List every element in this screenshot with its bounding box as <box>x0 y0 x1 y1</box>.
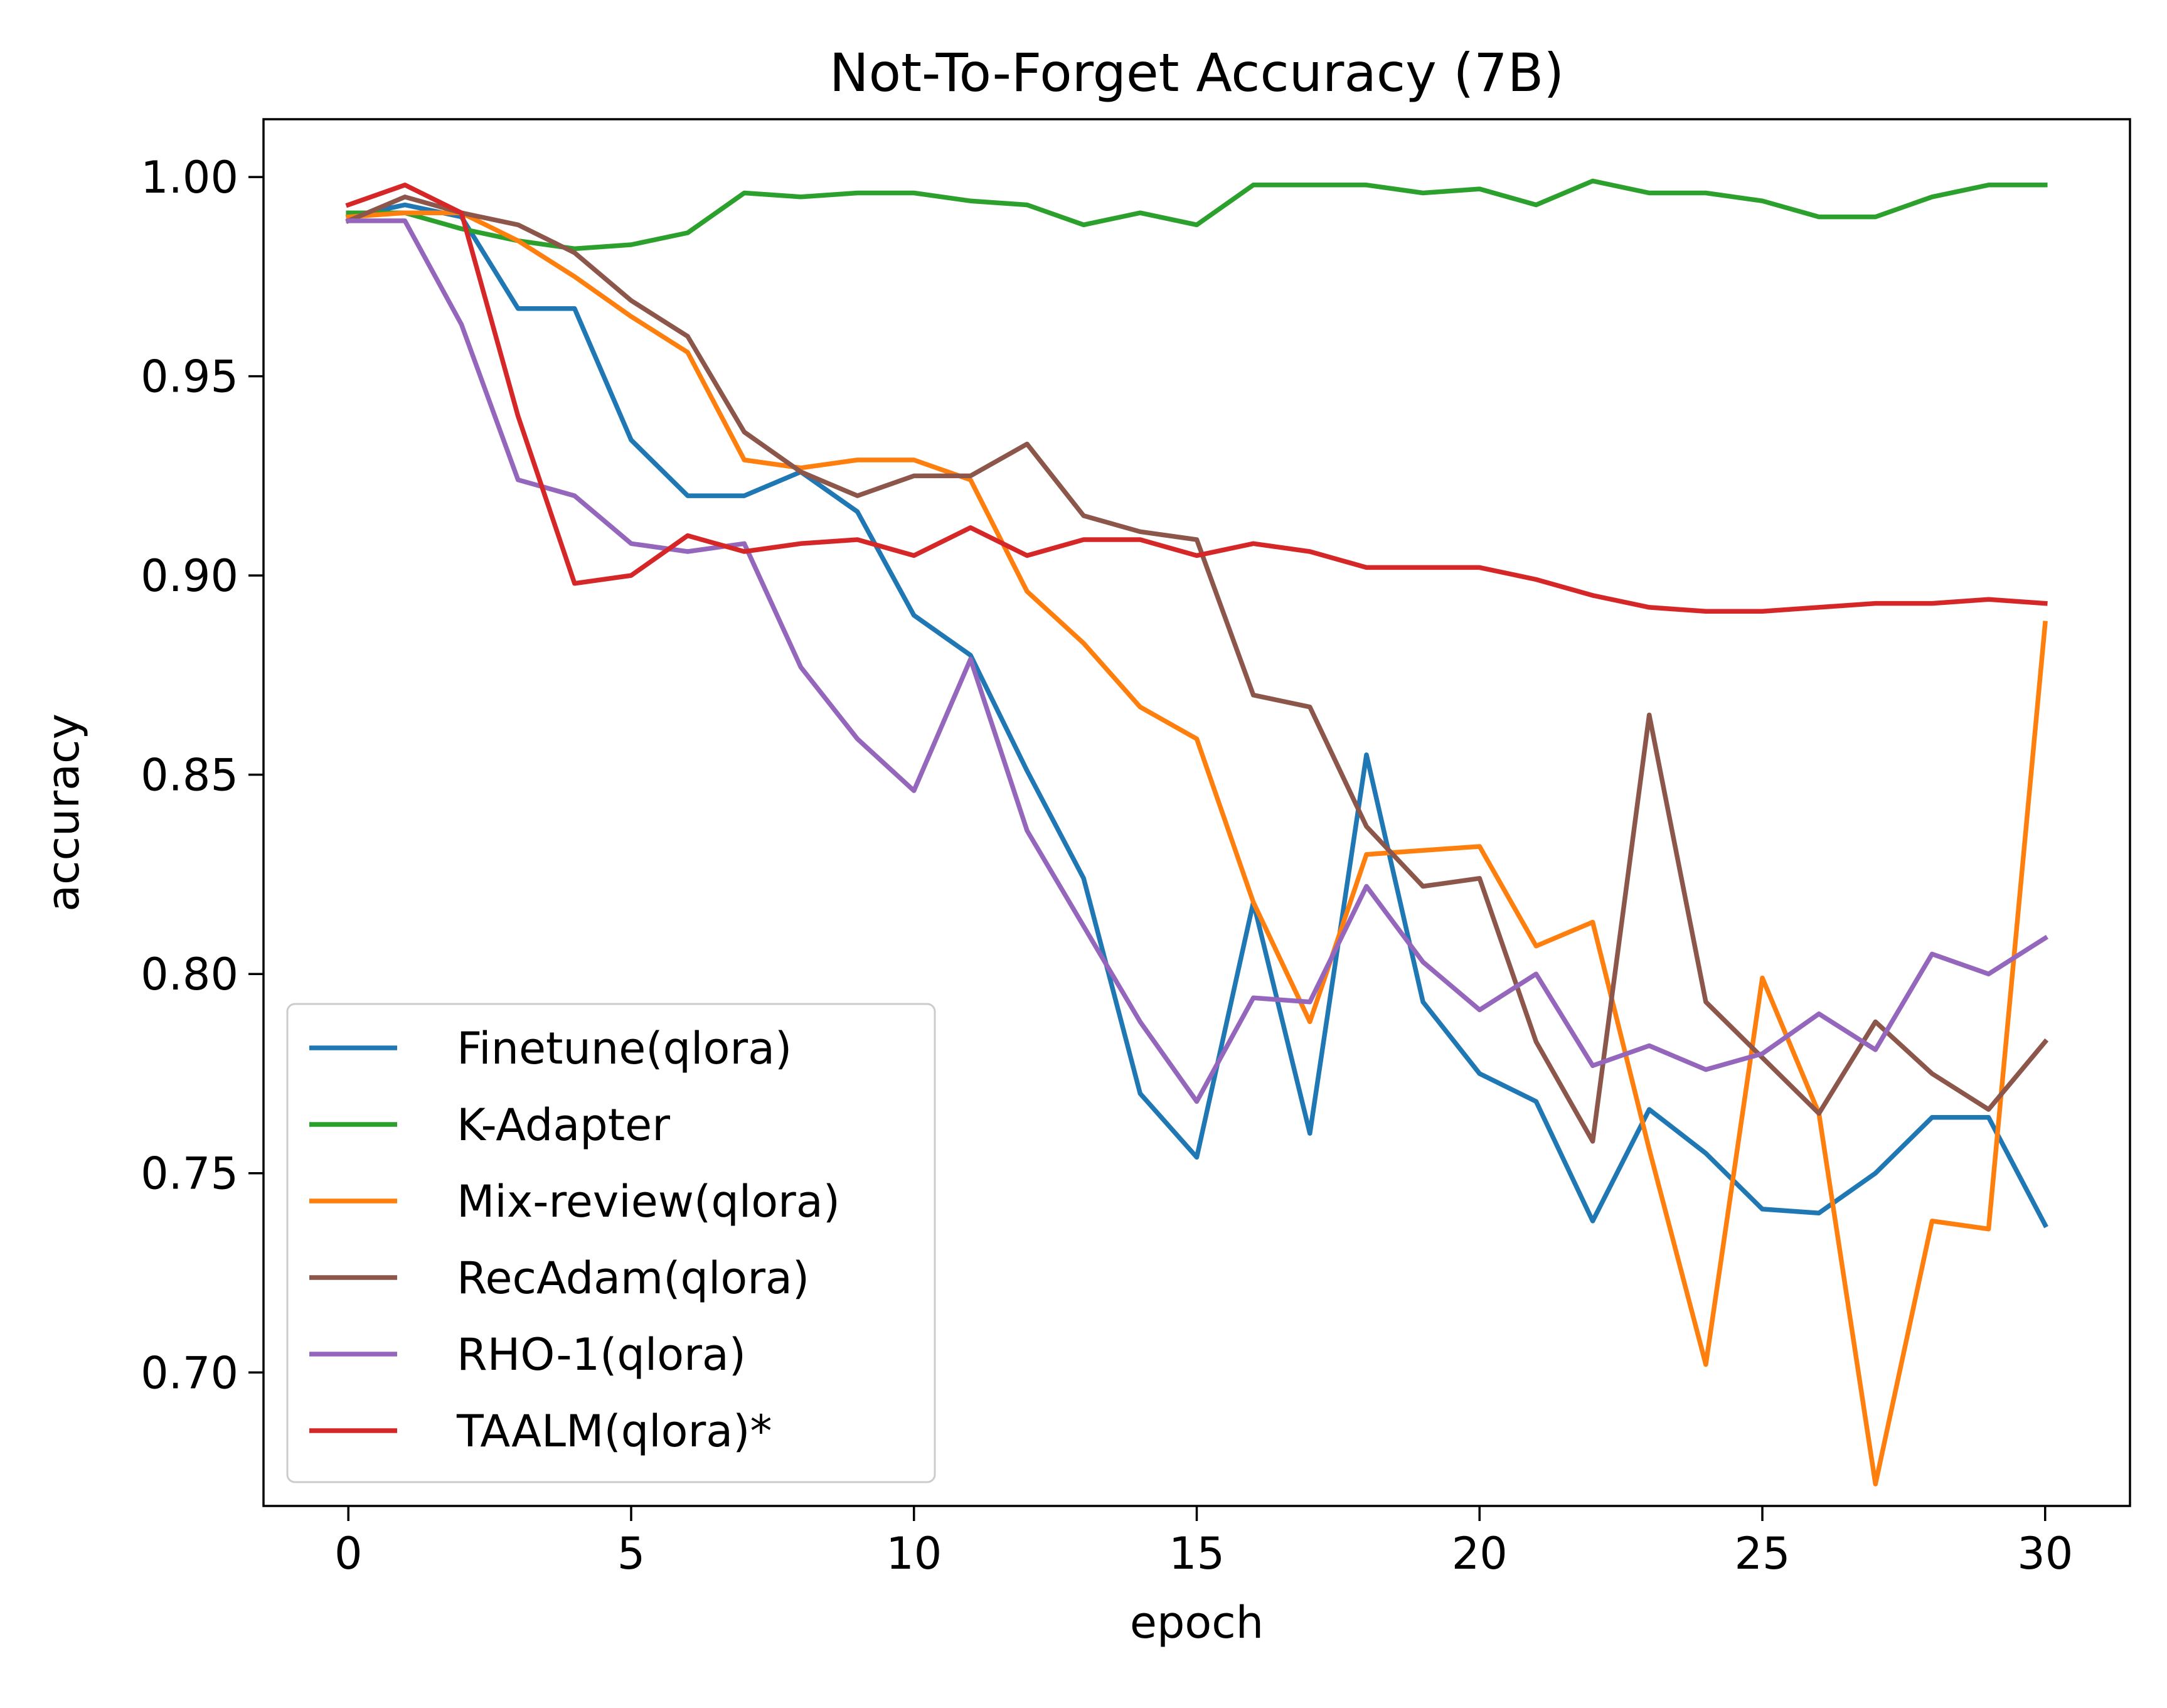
legend: Finetune(qlora) K-Adapter Mix-review(qlora… <box>286 1003 936 1483</box>
x-tick-label: 15 <box>1169 1528 1225 1579</box>
x-axis-label: epoch <box>1130 1597 1264 1648</box>
legend-box <box>286 1003 936 1483</box>
x-tick-label: 0 <box>334 1528 363 1579</box>
y-axis: 0.70 0.75 0.80 0.85 0.90 0.95 1.00 <box>141 152 264 1399</box>
x-tick-label: 30 <box>2017 1528 2073 1579</box>
x-tick-label: 20 <box>1452 1528 1508 1579</box>
series-line-mix-review-qlora <box>346 210 2048 1486</box>
series-line-taalm-qlora <box>345 183 2048 614</box>
legend-label-recadam-qlora: RecAdam(qlora) <box>457 1252 809 1304</box>
series-line-k-adapter <box>346 178 2048 252</box>
y-tick-label: 1.00 <box>141 152 238 203</box>
series-line-finetune-qlora <box>345 202 2048 1229</box>
y-tick-label: 0.95 <box>141 351 238 403</box>
y-axis-label: accuracy <box>38 713 89 912</box>
x-axis: 0 5 10 15 20 25 30 <box>334 1506 2073 1579</box>
legend-label-finetune-qlora: Finetune(qlora) <box>457 1023 792 1074</box>
legend-label-k-adapter: K-Adapter <box>457 1099 670 1151</box>
x-tick-label: 10 <box>886 1528 942 1579</box>
y-tick-label: 0.90 <box>141 550 238 602</box>
x-tick-label: 25 <box>1734 1528 1790 1579</box>
legend-label-taalm-qlora: TAALM(qlora)* <box>456 1406 772 1457</box>
legend-label-mix-review-qlora: Mix-review(qlora) <box>457 1176 840 1227</box>
x-tick-label: 5 <box>617 1528 646 1579</box>
y-tick-label: 0.70 <box>141 1347 238 1399</box>
y-tick-label: 0.80 <box>141 949 238 1000</box>
series-line-recadam-qlora <box>345 195 2049 1144</box>
series-layer <box>345 178 2049 1486</box>
y-tick-label: 0.85 <box>141 750 238 801</box>
legend-label-rho-1-qlora: RHO-1(qlora) <box>457 1329 746 1380</box>
series-line-rho-1-qlora <box>346 218 2048 1104</box>
y-tick-label: 0.75 <box>141 1148 238 1200</box>
chart-title: Not-To-Forget Accuracy (7B) <box>829 42 1564 104</box>
